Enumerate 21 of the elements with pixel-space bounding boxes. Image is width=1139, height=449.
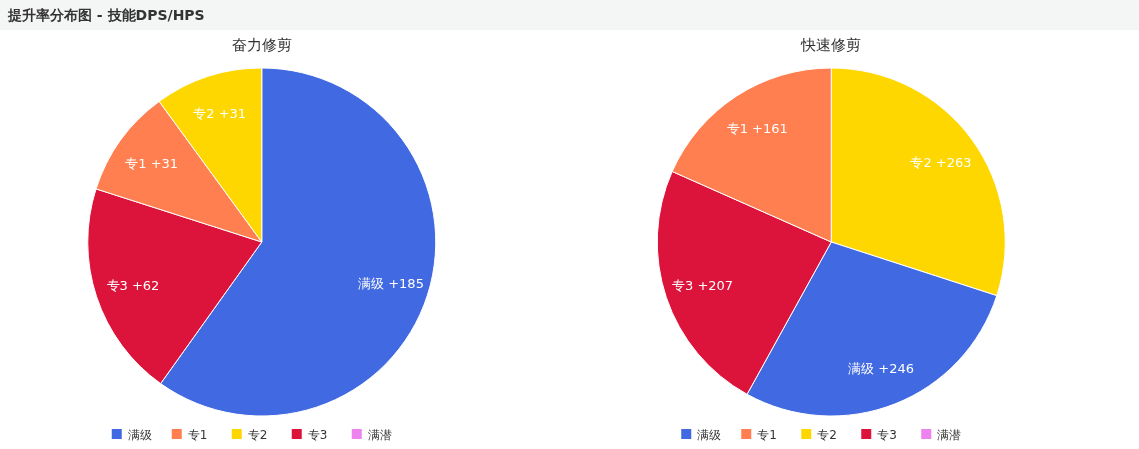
data-label: 专3 +207 [672,278,734,294]
legend-label: 满级 [697,428,722,442]
legend-label: 满潜 [367,428,392,442]
legend-label: 专1 [187,428,208,442]
data-label: 专3 +62 [106,277,160,293]
data-label: 专2 +263 [910,155,972,171]
legend-label: 专1 [757,428,777,442]
chart-title: 奋力修剪 [231,36,292,54]
legend-label: 专2 [817,428,837,442]
data-label: 专1 +161 [726,121,788,137]
chart-title: 快速修剪 [800,36,862,54]
header: 提升率分布图 - 技能DPS/HPS [0,0,1139,30]
data-label: 专1 +31 [125,155,179,171]
legend-label: 专2 [247,428,268,442]
data-label: 满级 +185 [358,276,424,292]
legend-label: 专3 [877,428,897,442]
data-label: 专2 +31 [193,105,247,121]
legend-label: 满潜 [937,428,962,442]
legend-label: 专3 [307,428,328,442]
data-label: 满级 +246 [848,361,915,377]
legend-label: 满级 [127,428,152,442]
